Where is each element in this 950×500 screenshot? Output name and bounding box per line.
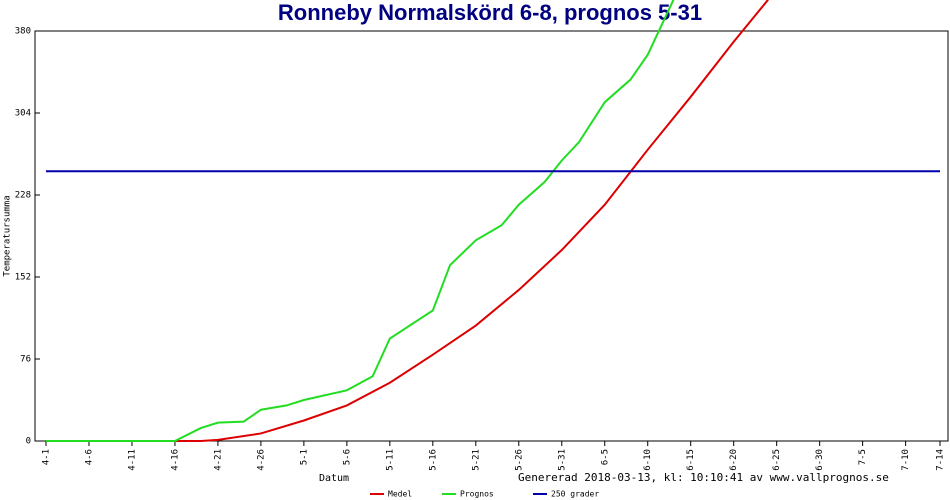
x-tick-label: 5-26 (514, 449, 524, 471)
x-tick-label: 7-10 (901, 449, 911, 471)
line-series (46, 0, 769, 442)
x-tick-label: 4-1 (42, 449, 52, 465)
y-tick-label: 76 (20, 355, 31, 365)
x-tick-label: 5-1 (299, 449, 309, 465)
x-tick-label: 6-20 (729, 449, 739, 471)
x-tick-label: 4-6 (84, 449, 94, 465)
x-tick-label: 7-14 (936, 449, 946, 471)
line-series (46, 0, 675, 442)
legend-label: Medel (388, 490, 412, 499)
x-tick-label: 6-10 (643, 449, 653, 471)
annotation: Genererad 2018-03-13, kl: 10:10:41 av ww… (518, 471, 889, 484)
plot-frame (34, 30, 949, 442)
x-tick-label: 6-15 (686, 449, 696, 471)
x-tick-label: 6-5 (600, 449, 610, 465)
x-tick-label: 5-16 (428, 449, 438, 471)
x-tick-label: 5-11 (385, 449, 395, 471)
x-axis-label: Datum (319, 473, 349, 484)
y-tick-label: 0 (26, 437, 31, 447)
x-tick-label: 5-31 (557, 449, 567, 471)
x-tick-label: 5-6 (342, 449, 352, 465)
x-tick-label: 4-26 (256, 449, 266, 471)
y-tick-label: 380 (15, 27, 31, 37)
x-tick-label: 7-5 (858, 449, 868, 465)
legend-label: Prognos (460, 490, 494, 499)
x-tick-label: 4-11 (127, 449, 137, 471)
y-tick-label: 152 (15, 273, 31, 283)
y-tick-label: 228 (15, 191, 31, 201)
y-axis-label: Temperatursumma (3, 195, 13, 276)
x-tick-label: 6-30 (815, 449, 825, 471)
chart-title: Ronneby Normalskörd 6-8, prognos 5-31 (278, 0, 702, 25)
x-tick-label: 5-21 (471, 449, 481, 471)
x-tick-label: 6-25 (772, 449, 782, 471)
y-tick-label: 304 (15, 109, 31, 119)
legend-label: 250 grader (551, 490, 599, 499)
x-tick-label: 4-16 (170, 449, 180, 471)
x-tick-label: 4-21 (213, 449, 223, 471)
